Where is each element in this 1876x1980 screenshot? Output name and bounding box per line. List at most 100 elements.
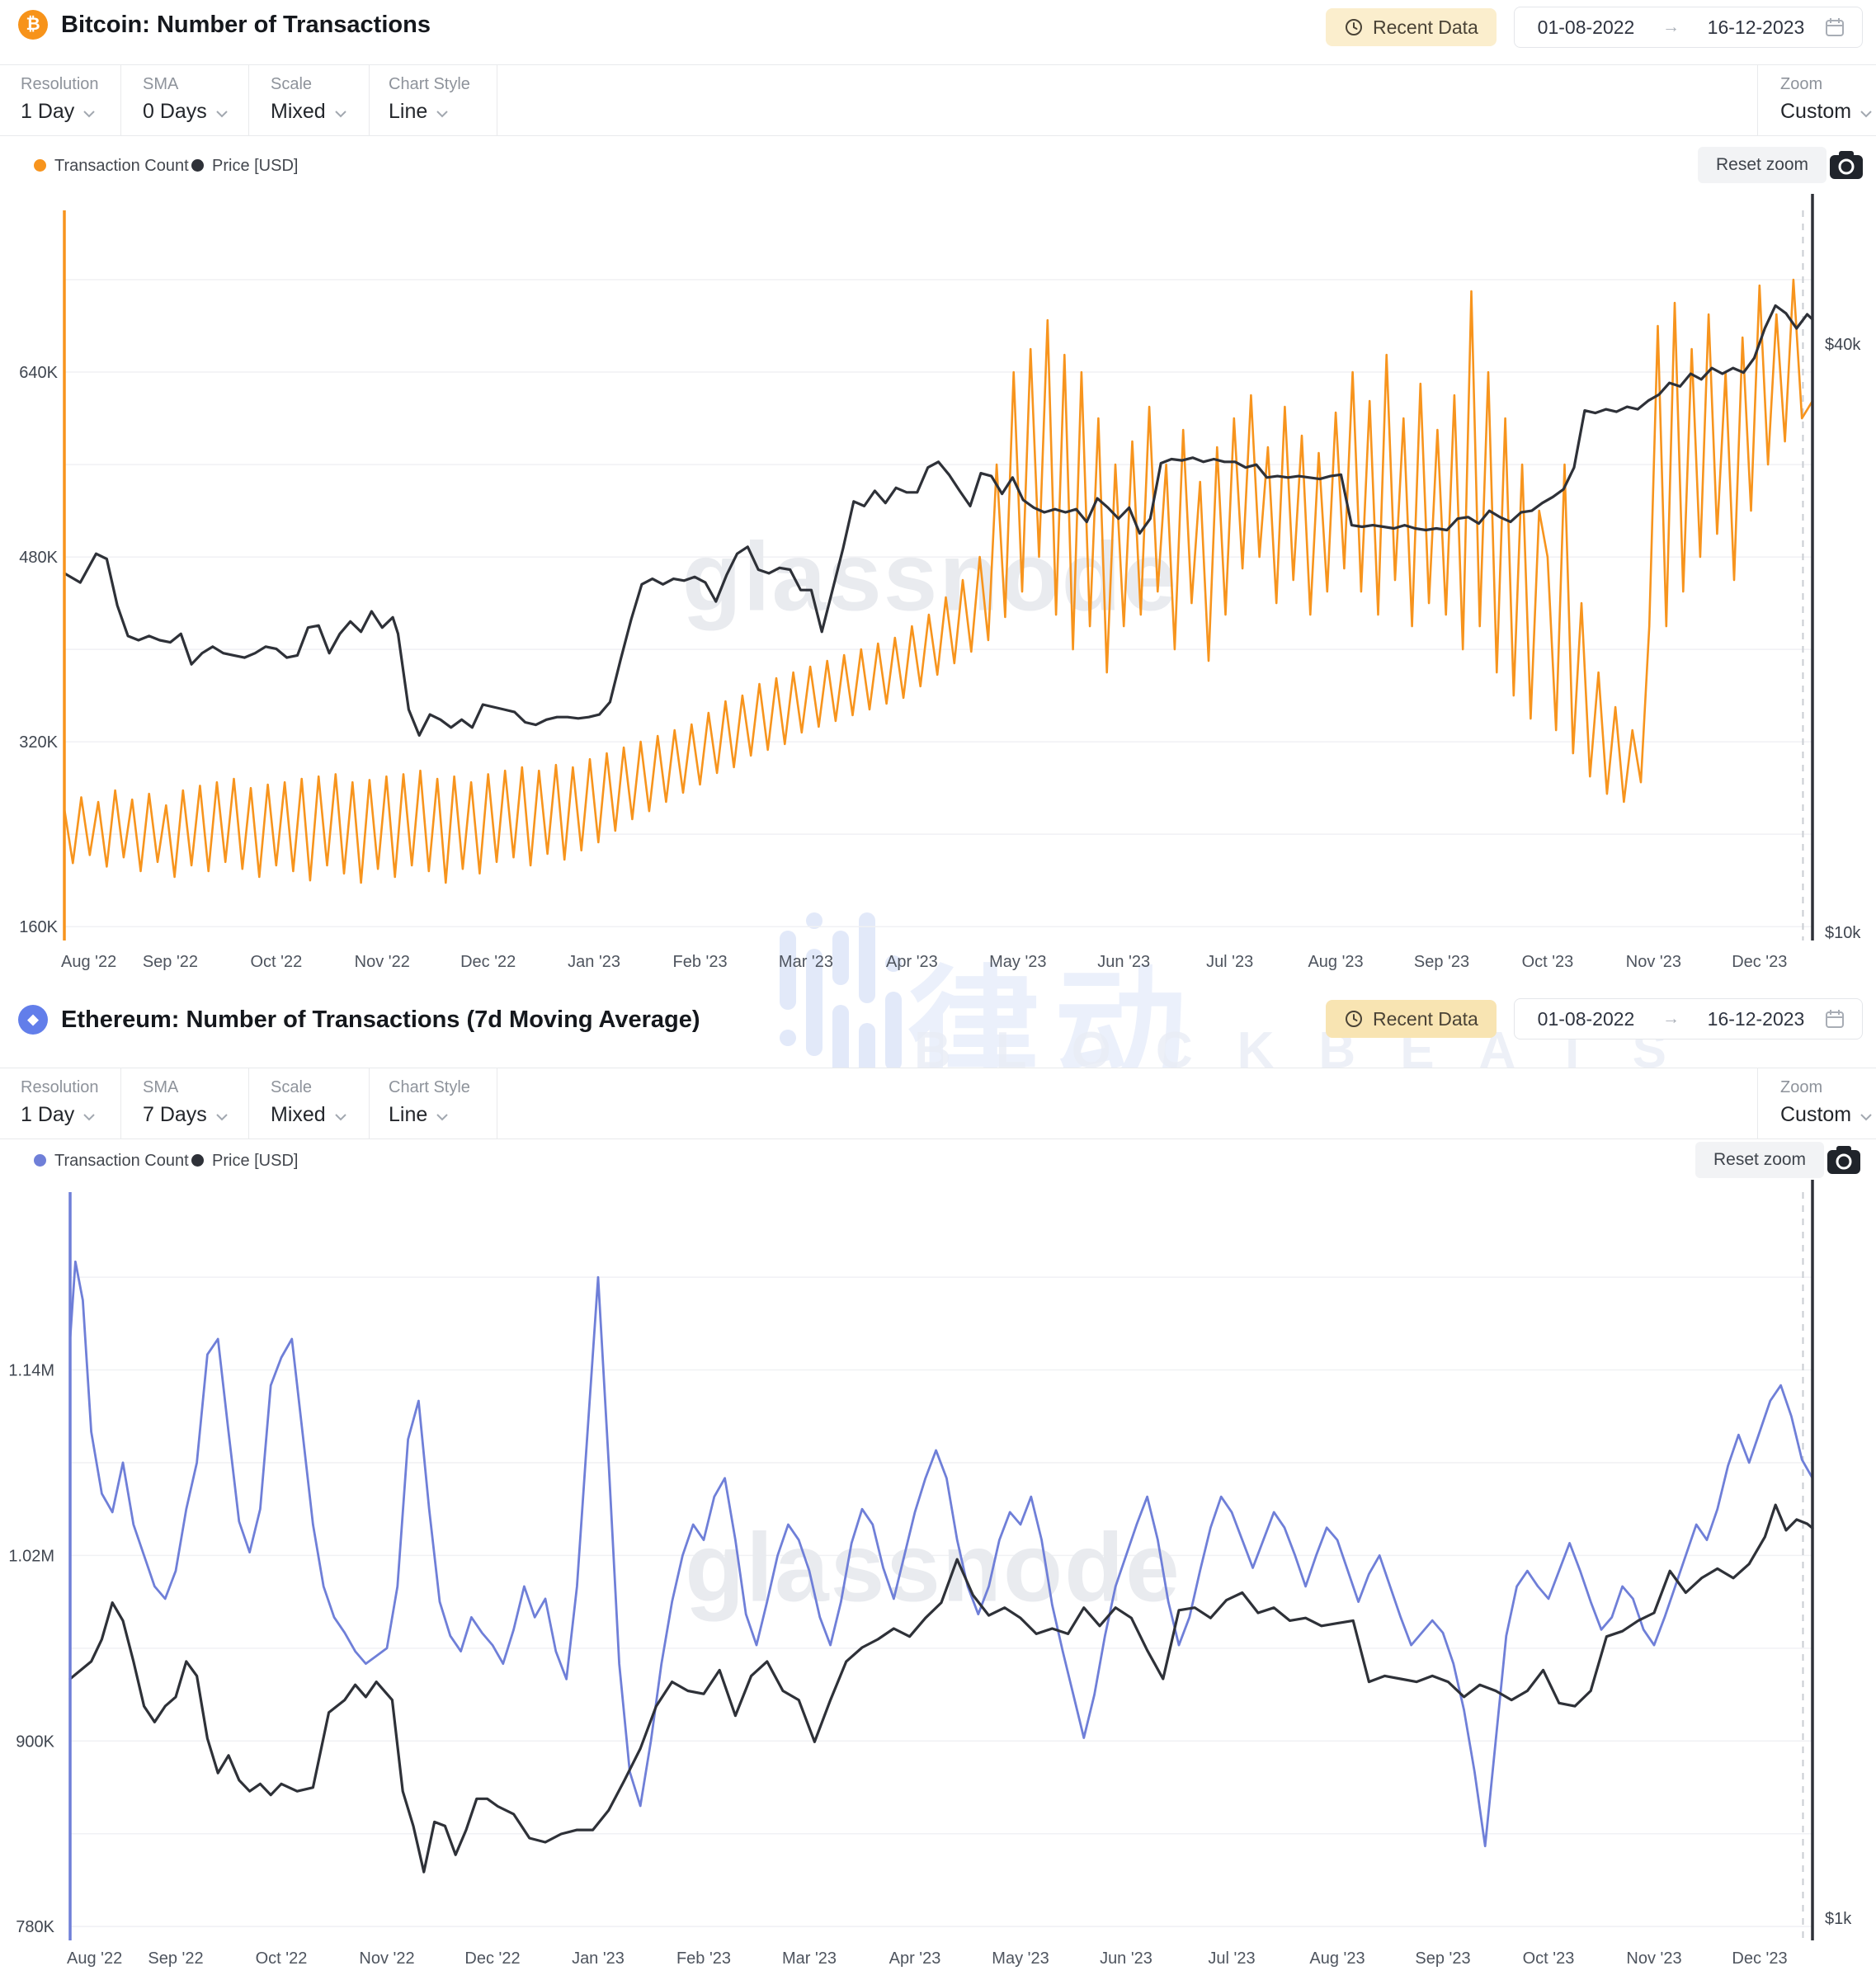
sma-dropdown[interactable]: 0 Days	[143, 100, 229, 124]
chart-style-label: Chart Style	[389, 75, 470, 93]
svg-text:Apr '23: Apr '23	[886, 953, 938, 971]
scale-value: Mixed	[271, 1103, 326, 1126]
date-arrow-icon: →	[1662, 17, 1680, 36]
chart-style-value: Line	[389, 1103, 428, 1126]
svg-text:480K: 480K	[19, 549, 58, 567]
ethereum-toolbar: Resolution 1 Day SMA 7 Days Scale Mixed …	[0, 1068, 1876, 1139]
date-from[interactable]: 01-08-2022	[1537, 16, 1635, 38]
eth-chart[interactable]: glassnode 780K 900K 1.02M 1.14M $1k Aug '22 Sep…	[0, 1180, 1876, 1980]
camera-icon[interactable]	[1828, 148, 1864, 182]
chevron-down-icon	[1860, 1113, 1872, 1120]
zoom-dropdown[interactable]: Custom	[1780, 1103, 1873, 1127]
chart-title-ethereum: Ethereum: Number of Transactions (7d Mov…	[61, 1006, 700, 1033]
bitcoin-icon: ₿	[18, 10, 48, 40]
legend-item-price[interactable]: Price [USD]	[212, 157, 299, 175]
ethereum-icon: ◆	[18, 1005, 48, 1035]
reset-zoom-button[interactable]: Reset zoom	[1698, 147, 1827, 183]
svg-text:Feb '23: Feb '23	[672, 953, 727, 971]
scale-dropdown[interactable]: Mixed	[271, 100, 347, 124]
clock-icon	[1346, 19, 1362, 35]
legend-item-price[interactable]: Price [USD]	[212, 1152, 299, 1170]
date-to[interactable]: 16-12-2023	[1707, 16, 1805, 38]
svg-text:160K: 160K	[19, 918, 58, 936]
svg-text:Sep '22: Sep '22	[148, 1949, 203, 1968]
svg-text:Sep '23: Sep '23	[1414, 953, 1469, 971]
recent-data-label: Recent Data	[1373, 1007, 1478, 1030]
svg-text:$10k: $10k	[1825, 924, 1861, 942]
svg-text:900K: 900K	[16, 1732, 54, 1751]
svg-text:Dec '23: Dec '23	[1732, 1949, 1787, 1968]
svg-text:Aug '23: Aug '23	[1309, 1949, 1365, 1968]
date-arrow-icon: →	[1662, 1009, 1680, 1028]
legend-dot-transaction-count	[34, 1154, 46, 1167]
chevron-down-icon	[436, 1113, 448, 1120]
legend-item-transaction-count[interactable]: Transaction Count	[54, 1152, 189, 1170]
sma-value: 7 Days	[143, 1103, 207, 1126]
recent-data-button[interactable]: Recent Data	[1326, 8, 1497, 46]
resolution-dropdown[interactable]: 1 Day	[21, 1103, 96, 1127]
svg-text:Apr '23: Apr '23	[889, 1949, 941, 1968]
scale-label: Scale	[271, 75, 313, 93]
chevron-down-icon	[1860, 110, 1872, 117]
date-from[interactable]: 01-08-2022	[1537, 1007, 1635, 1030]
calendar-icon[interactable]	[1824, 1008, 1845, 1030]
svg-text:Jun '23: Jun '23	[1100, 1949, 1152, 1968]
zoom-value: Custom	[1780, 100, 1852, 123]
svg-text:Sep '22: Sep '22	[143, 953, 198, 971]
svg-text:Dec '22: Dec '22	[460, 953, 516, 971]
scale-dropdown[interactable]: Mixed	[271, 1103, 347, 1127]
scale-label: Scale	[271, 1078, 313, 1096]
chart-title-bitcoin: Bitcoin: Number of Transactions	[61, 12, 431, 38]
date-range-picker[interactable]: 01-08-2022 → 16-12-2023	[1514, 998, 1863, 1040]
sma-label: SMA	[143, 1078, 179, 1096]
calendar-icon[interactable]	[1824, 16, 1845, 38]
svg-text:Jan '23: Jan '23	[568, 953, 620, 971]
resolution-value: 1 Day	[21, 1103, 75, 1126]
svg-text:780K: 780K	[16, 1918, 54, 1936]
zoom-dropdown[interactable]: Custom	[1780, 100, 1873, 124]
svg-text:May '23: May '23	[989, 953, 1046, 971]
legend-dot-transaction-count	[34, 159, 46, 172]
resolution-dropdown[interactable]: 1 Day	[21, 100, 96, 124]
svg-text:Jul '23: Jul '23	[1208, 1949, 1255, 1968]
zoom-label: Zoom	[1780, 1078, 1823, 1096]
svg-text:Feb '23: Feb '23	[676, 1949, 731, 1968]
bitcoin-glyph: ₿	[26, 15, 40, 34]
svg-text:Oct '23: Oct '23	[1522, 953, 1574, 971]
date-to[interactable]: 16-12-2023	[1707, 1007, 1805, 1030]
svg-text:Dec '23: Dec '23	[1732, 953, 1787, 971]
chart-style-dropdown[interactable]: Line	[389, 1103, 449, 1127]
clock-icon	[1346, 1011, 1362, 1027]
zoom-value: Custom	[1780, 1103, 1852, 1126]
svg-text:Aug '23: Aug '23	[1308, 953, 1363, 971]
recent-data-button[interactable]: Recent Data	[1326, 1000, 1497, 1038]
sma-label: SMA	[143, 75, 179, 93]
date-range-picker[interactable]: 01-08-2022 → 16-12-2023	[1514, 7, 1863, 48]
sma-dropdown[interactable]: 7 Days	[143, 1103, 229, 1127]
chevron-down-icon	[216, 110, 228, 117]
svg-text:320K: 320K	[19, 733, 58, 752]
svg-text:Sep '23: Sep '23	[1415, 1949, 1470, 1968]
resolution-label: Resolution	[21, 1078, 99, 1096]
camera-icon[interactable]	[1826, 1143, 1862, 1176]
legend-dot-price	[191, 1154, 204, 1167]
chevron-down-icon	[216, 1113, 228, 1120]
svg-text:Nov '23: Nov '23	[1626, 953, 1681, 971]
reset-zoom-button[interactable]: Reset zoom	[1695, 1142, 1825, 1178]
chart-style-dropdown[interactable]: Line	[389, 100, 449, 124]
chart-style-value: Line	[389, 100, 428, 123]
bitcoin-toolbar: Resolution 1 Day SMA 0 Days Scale Mixed …	[0, 64, 1876, 136]
legend-dot-price	[191, 159, 204, 172]
svg-text:Jan '23: Jan '23	[572, 1949, 625, 1968]
svg-text:Mar '23: Mar '23	[779, 953, 833, 971]
svg-text:Dec '22: Dec '22	[464, 1949, 520, 1968]
svg-text:glassnode: glassnode	[685, 1514, 1181, 1623]
svg-text:1.02M: 1.02M	[8, 1547, 54, 1565]
chevron-down-icon	[334, 110, 346, 117]
chevron-down-icon	[83, 1113, 96, 1120]
svg-text:Oct '22: Oct '22	[256, 1949, 308, 1968]
sma-value: 0 Days	[143, 100, 207, 123]
legend-item-transaction-count[interactable]: Transaction Count	[54, 157, 189, 175]
